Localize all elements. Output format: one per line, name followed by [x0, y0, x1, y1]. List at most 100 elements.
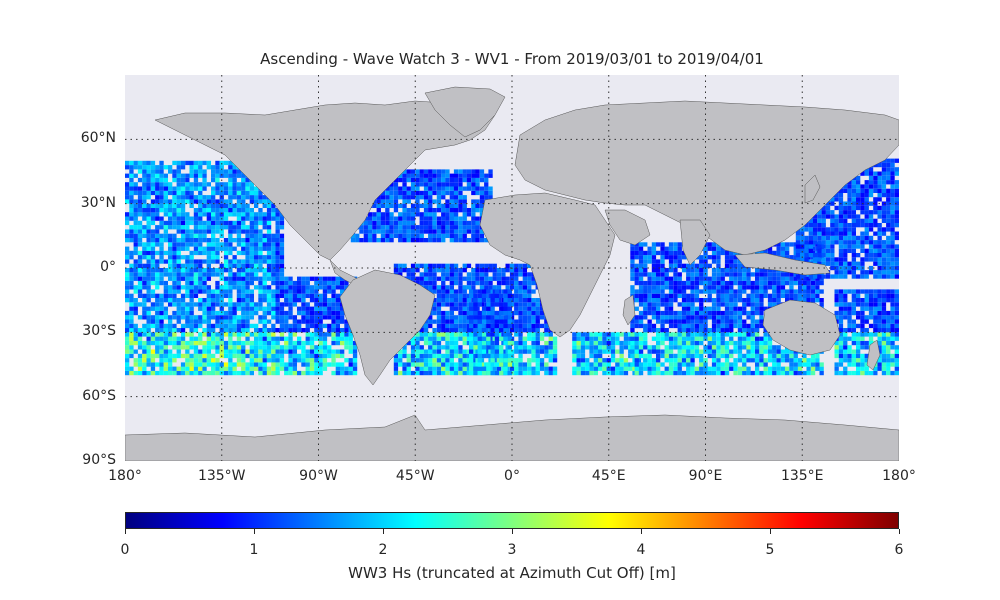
data-cell	[449, 340, 454, 346]
data-cell	[271, 268, 276, 273]
data-cell	[469, 315, 474, 320]
data-cell	[406, 208, 411, 213]
data-cell	[638, 336, 644, 341]
data-cell	[419, 280, 424, 286]
data-cell	[249, 353, 254, 359]
data-cell	[288, 280, 293, 286]
data-cell	[402, 182, 407, 187]
data-cell	[539, 349, 545, 354]
data-cell	[301, 370, 306, 376]
data-cell	[193, 160, 199, 166]
data-cell	[477, 328, 482, 333]
data-cell	[630, 336, 635, 341]
data-cell	[806, 285, 811, 290]
data-cell	[729, 315, 734, 320]
data-cell	[150, 177, 156, 183]
data-cell	[445, 186, 450, 191]
data-cell	[309, 293, 315, 298]
data-cell	[759, 293, 764, 298]
data-cell	[673, 268, 678, 273]
data-cell	[776, 358, 781, 363]
data-cell	[150, 263, 156, 268]
data-cell	[490, 306, 495, 311]
data-cell	[619, 366, 624, 371]
data-cell	[507, 362, 512, 367]
data-cell	[215, 298, 220, 303]
data-cell	[314, 323, 319, 329]
data-cell	[471, 186, 476, 191]
data-cell	[643, 242, 648, 247]
data-cell	[509, 358, 515, 363]
data-cell	[492, 272, 497, 277]
data-cell	[393, 177, 399, 183]
data-cell	[458, 345, 463, 350]
data-cell	[479, 233, 485, 238]
data-cell	[720, 289, 725, 294]
data-cell	[802, 353, 807, 359]
data-cell	[785, 255, 790, 260]
data-cell	[245, 238, 250, 243]
data-cell	[458, 298, 463, 303]
data-cell	[656, 349, 661, 354]
data-cell	[262, 225, 267, 230]
data-cell	[593, 340, 598, 346]
data-cell	[249, 233, 254, 238]
data-cell	[634, 332, 639, 337]
data-cell	[380, 190, 386, 196]
data-cell	[503, 323, 508, 329]
data-cell	[733, 310, 738, 316]
data-cell	[634, 246, 639, 251]
data-cell	[466, 212, 472, 217]
data-cell	[309, 336, 315, 341]
data-cell	[615, 336, 620, 341]
data-cell	[656, 336, 661, 341]
data-cell	[716, 340, 721, 346]
data-cell	[724, 353, 730, 359]
data-cell	[228, 238, 233, 243]
data-cell	[415, 276, 420, 281]
data-cell	[206, 298, 211, 303]
data-cell	[198, 190, 203, 196]
data-cell	[471, 349, 476, 354]
data-cell	[660, 370, 665, 376]
data-cell	[819, 276, 824, 281]
data-cell	[367, 216, 373, 221]
data-cell	[733, 340, 738, 346]
data-cell	[258, 276, 263, 281]
data-cell	[509, 280, 515, 286]
data-cell	[462, 362, 467, 367]
data-cell	[236, 268, 242, 273]
data-cell	[402, 225, 407, 230]
data-cell	[572, 345, 577, 350]
data-cell	[742, 272, 747, 277]
data-cell	[793, 298, 798, 303]
data-cell	[331, 336, 336, 341]
data-cell	[724, 259, 730, 264]
data-cell	[750, 310, 755, 316]
data-cell	[202, 238, 207, 243]
data-cell	[211, 323, 216, 329]
data-cell	[668, 289, 674, 294]
data-cell	[415, 362, 420, 367]
data-cell	[241, 259, 246, 264]
data-cell	[776, 345, 781, 350]
data-cell	[505, 263, 510, 268]
data-cell	[223, 190, 229, 196]
data-cell	[479, 190, 485, 196]
data-cell	[322, 332, 328, 337]
data-cell	[780, 358, 786, 363]
data-cell	[340, 319, 345, 324]
data-cell	[815, 358, 820, 363]
data-cell	[481, 353, 487, 359]
data-cell	[585, 336, 590, 341]
data-cell	[647, 345, 652, 350]
data-cell	[331, 280, 336, 286]
data-cell	[651, 250, 657, 256]
data-cell	[275, 366, 280, 371]
data-cell	[514, 332, 519, 337]
data-cell	[711, 366, 717, 371]
data-cell	[810, 366, 816, 371]
data-cell	[668, 349, 674, 354]
data-cell	[206, 358, 211, 363]
data-cell	[159, 340, 164, 346]
